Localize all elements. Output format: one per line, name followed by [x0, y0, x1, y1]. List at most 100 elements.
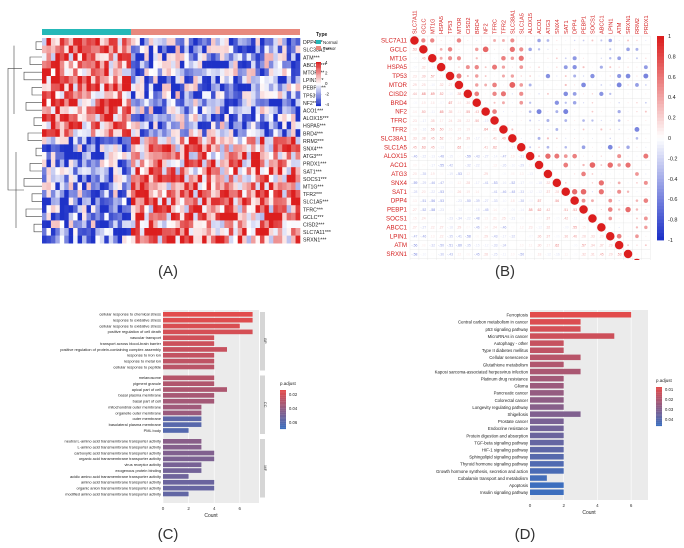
corr-value: -.07: [527, 234, 533, 238]
heatmap-cell: [246, 53, 252, 62]
heatmap-cell: [237, 190, 243, 198]
heatmap-cell: [291, 182, 296, 191]
heatmap-cell: [224, 45, 230, 54]
go-legend-gradient: [280, 427, 286, 430]
heatmap-cell: [90, 182, 96, 191]
heatmap-cell: [206, 167, 212, 176]
corr-value: .21: [492, 128, 497, 132]
kegg-pathway-label: Insulin signaling pathway: [480, 490, 529, 495]
heatmap-cell: [251, 53, 256, 62]
corr-circle: [454, 80, 464, 90]
heatmap-cell: [193, 98, 198, 107]
corr-value: -.02: [527, 252, 533, 256]
heatmap-cell: [64, 114, 69, 122]
corr-value: .19: [430, 172, 435, 176]
heatmap-cell: [86, 182, 92, 191]
corr-circle: [574, 146, 576, 148]
heatmap-cell: [130, 53, 136, 62]
heatmap-cell: [264, 68, 270, 77]
heatmap-cell: [224, 190, 230, 198]
heatmap-cell: [295, 212, 301, 221]
heatmap-cell: [206, 121, 212, 130]
corr-circle: [583, 137, 585, 139]
heatmap-cell: [59, 68, 65, 77]
heatmap-cell: [148, 220, 154, 229]
heatmap-cell: [113, 220, 118, 229]
heatmap-cell: [193, 197, 198, 206]
corr-value: -.14: [518, 208, 524, 212]
corr-value: .12: [465, 172, 470, 176]
heatmap-cell: [206, 182, 212, 191]
corr-value: .32: [546, 181, 551, 185]
kegg-bar: [530, 482, 564, 488]
heatmap-cell: [104, 38, 110, 46]
heatmap-cell: [171, 91, 176, 100]
heatmap-cell: [179, 106, 185, 115]
corr-circle: [600, 217, 602, 219]
heatmap-cell: [162, 60, 167, 69]
heatmap-cell: [126, 121, 132, 130]
corr-circle: [600, 164, 603, 166]
heatmap-cell: [286, 167, 292, 176]
heatmap-cell: [82, 53, 87, 62]
heatmap-cell: [55, 182, 61, 191]
corr-value: -.32: [429, 243, 435, 247]
heatmap-cell: [82, 114, 87, 122]
corr-circle: [627, 102, 629, 104]
heatmap-cell: [122, 91, 127, 100]
heatmap-cell: [219, 197, 225, 206]
heatmap-gene-label: ALOX15***: [303, 116, 329, 122]
go-bar: [163, 323, 240, 329]
corr-value: .19: [421, 101, 426, 105]
heatmap-cell: [224, 38, 230, 46]
heatmap-cell: [64, 121, 69, 130]
heatmap-cell: [202, 121, 207, 130]
heatmap-cell: [259, 45, 265, 54]
heatmap-cell: [162, 190, 167, 198]
heatmap-cell: [197, 152, 203, 160]
heatmap-cell: [95, 228, 101, 236]
heatmap-cell: [46, 190, 52, 198]
heatmap-cell: [264, 159, 270, 168]
heatmap-cell: [197, 220, 203, 229]
heatmap-cell: [86, 106, 92, 115]
heatmap-cell: [126, 197, 132, 206]
corr-circle: [572, 56, 577, 61]
corr-circle: [519, 100, 524, 105]
heatmap-cell: [211, 136, 216, 145]
heatmap-cell: [130, 174, 136, 183]
heatmap-cell: [224, 83, 230, 92]
corr-circle: [635, 137, 639, 140]
heatmap-cell: [188, 190, 194, 198]
heatmap-cell: [206, 106, 212, 115]
heatmap-cell: [228, 235, 234, 244]
heatmap-cell: [77, 91, 83, 100]
corr-value: .25: [457, 119, 462, 123]
heatmap-cell: [175, 212, 181, 221]
heatmap-cell: [82, 68, 87, 77]
heatmap-cell: [295, 106, 301, 115]
heatmap-cell: [77, 136, 83, 145]
corr-value: .14: [492, 208, 497, 212]
corr-circle: [574, 173, 576, 175]
heatmap-cell: [255, 106, 261, 115]
heatmap-cell: [286, 83, 292, 92]
heatmap-cell: [108, 114, 114, 122]
heatmap-cell: [135, 98, 141, 107]
heatmap-cell: [259, 60, 265, 69]
heatmap-cell: [148, 228, 154, 236]
corr-circle: [591, 84, 593, 86]
heatmap-cell: [224, 220, 230, 229]
corr-value: -.53: [438, 199, 444, 203]
heatmap-cell: [277, 212, 283, 221]
corr-value: -.17: [474, 181, 480, 185]
heatmap-cell: [184, 136, 190, 145]
heatmap-cell: [144, 114, 150, 122]
corr-circle: [600, 173, 602, 175]
heatmap-cell: [202, 159, 207, 168]
heatmap-cell: [202, 106, 207, 115]
corr-circle: [493, 101, 496, 104]
type-bar-normal: [42, 29, 131, 35]
heatmap-cell: [148, 106, 154, 115]
corr-circle: [519, 91, 524, 96]
